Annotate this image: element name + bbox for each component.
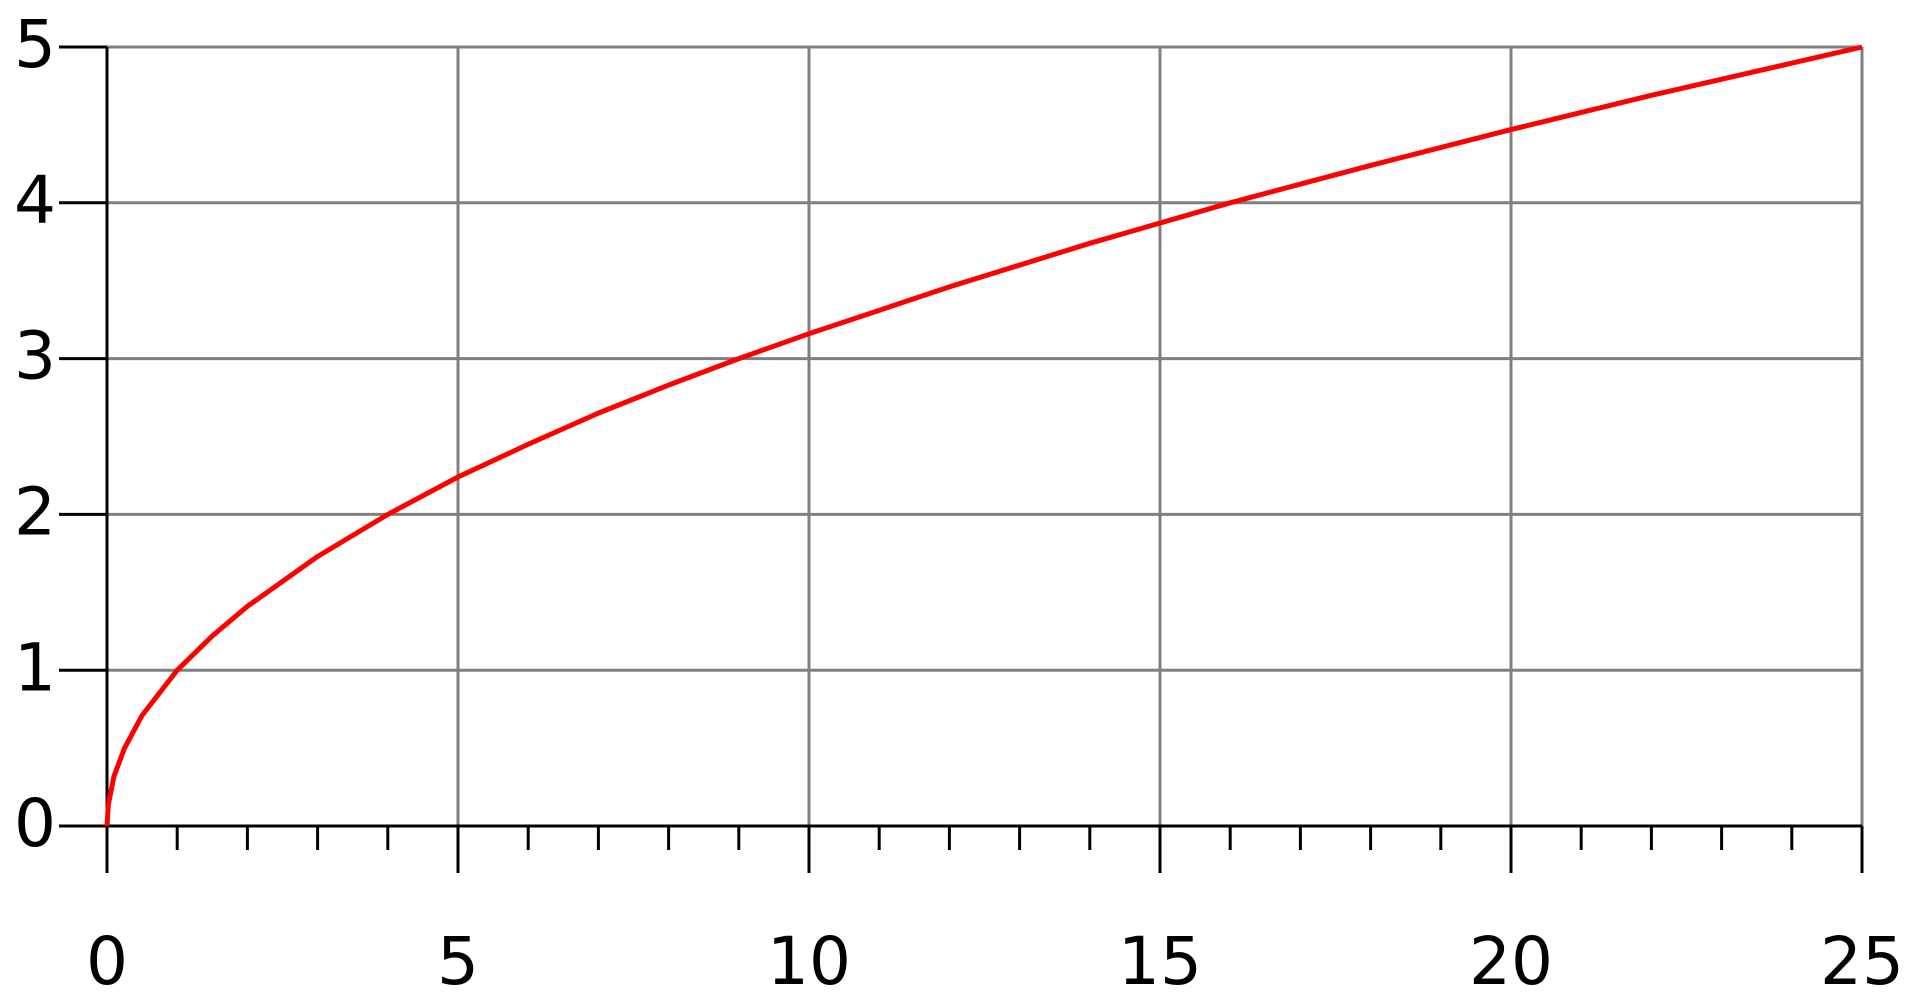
y-tick-label: 1 [14, 629, 56, 706]
y-tick-label: 0 [14, 785, 56, 862]
x-tick-label: 20 [1469, 923, 1553, 998]
x-tick-label: 0 [86, 923, 128, 998]
x-tick-label: 25 [1820, 923, 1904, 998]
y-tick-label: 3 [14, 318, 56, 395]
y-tick-label: 5 [14, 6, 56, 83]
x-tick-label: 5 [437, 923, 479, 998]
x-tick-label: 10 [767, 923, 851, 998]
x-tick-label: 15 [1118, 923, 1202, 998]
y-tick-label: 4 [14, 162, 56, 239]
line-series [104, 44, 1863, 827]
y-tick-label: 2 [14, 473, 56, 550]
